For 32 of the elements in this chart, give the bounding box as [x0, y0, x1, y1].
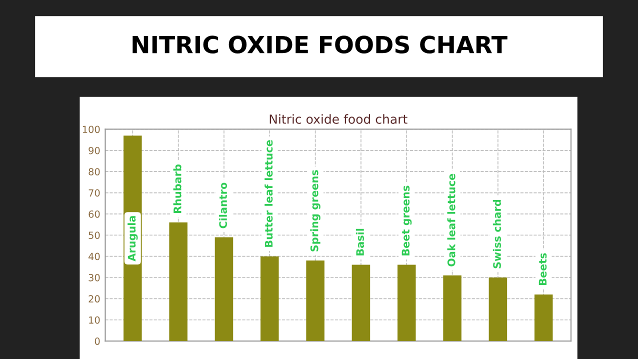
bar [534, 294, 553, 342]
y-tick-label: 90 [88, 146, 100, 154]
y-tick-label: 50 [88, 232, 100, 239]
bar [488, 278, 508, 342]
bar [169, 222, 188, 342]
y-tick-label: 0 [94, 338, 100, 345]
y-tick-label: 30 [88, 274, 100, 282]
x-tick-label: Butter leaf lettuce [264, 140, 273, 247]
x-tick-label: Swiss chard [492, 200, 501, 268]
y-tick-label: 10 [89, 316, 100, 324]
y-tick-label: 70 [88, 189, 100, 197]
x-tick-label: Spring greens [310, 170, 320, 252]
x-tick-label: Basil [356, 228, 364, 256]
x-tick-label: Arugula [128, 216, 138, 262]
x-tick-label: Rhubarb [173, 164, 182, 214]
y-tick-label: 60 [88, 210, 100, 218]
bar [443, 275, 462, 342]
bar [398, 264, 416, 342]
bar [352, 264, 370, 342]
bar [260, 256, 279, 342]
y-tick-label: 40 [88, 252, 100, 260]
y-tick-label: 20 [88, 295, 100, 303]
bar [306, 260, 324, 342]
x-tick-label: Beet greens [402, 186, 412, 256]
chart-title: NITRIC OXIDE FOODS CHART [132, 36, 508, 54]
x-tick-label: Cilantro [218, 182, 228, 228]
y-tick-label: 100 [82, 126, 100, 134]
y-tick-label: 80 [88, 168, 100, 176]
chart-subtitle: Nitric oxide food chart [270, 114, 408, 124]
bar [214, 237, 234, 342]
x-tick-label: Beets [538, 253, 547, 286]
x-tick-label: Oak leaf lettuce [447, 174, 456, 266]
